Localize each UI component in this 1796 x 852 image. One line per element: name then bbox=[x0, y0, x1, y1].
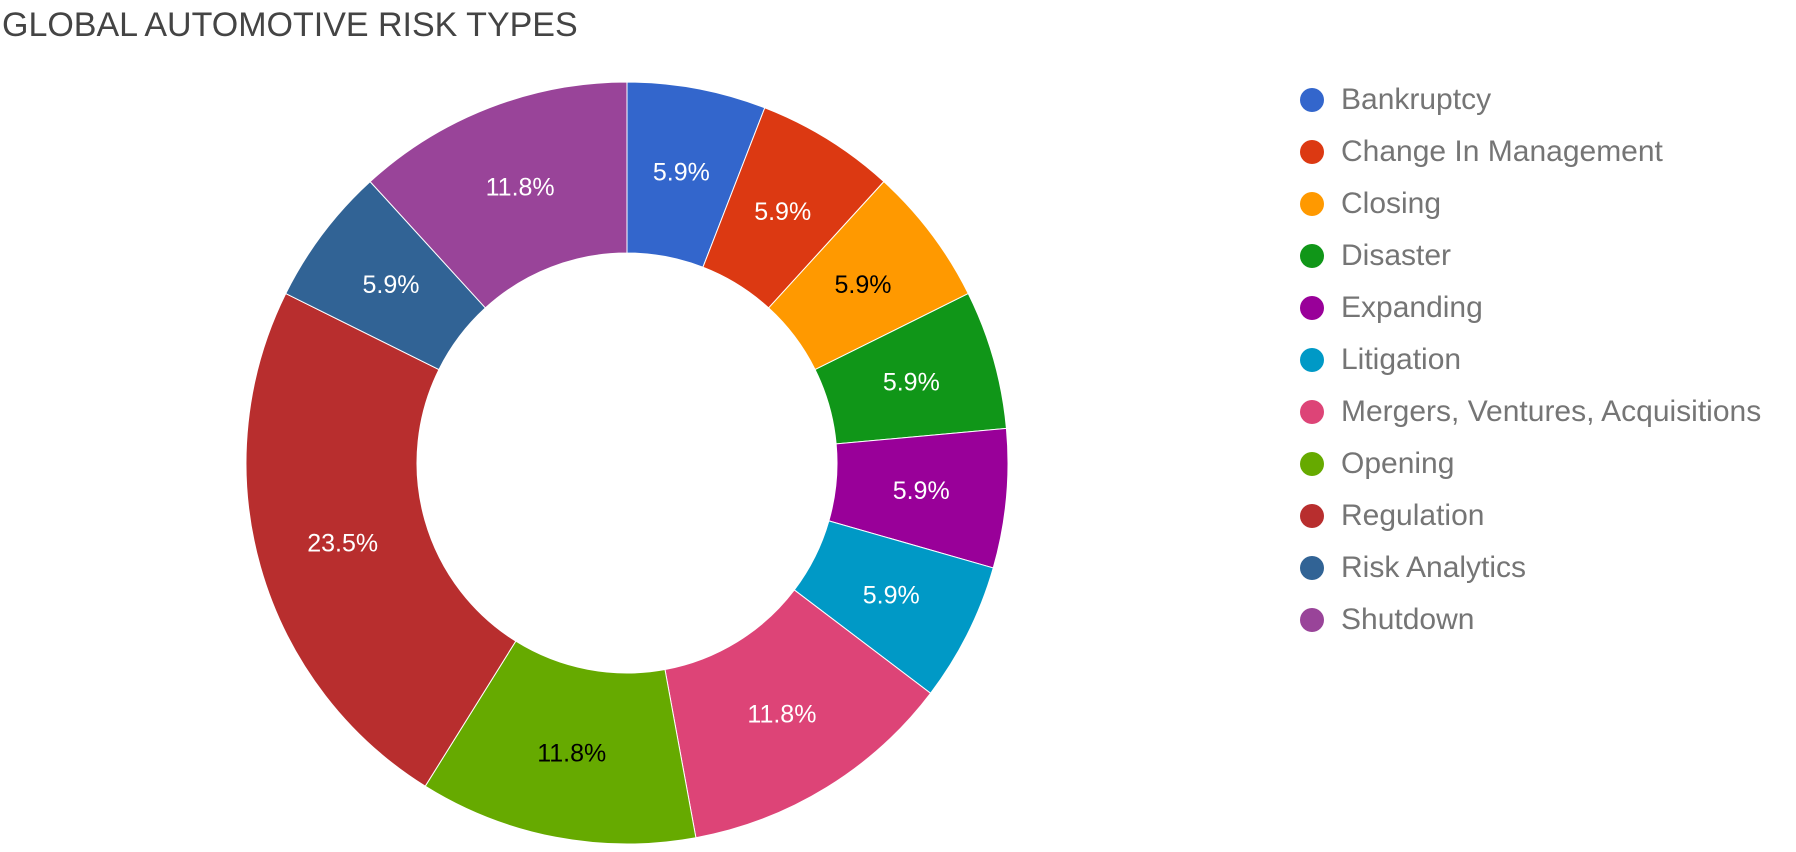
slice-mergers-ventures-acquisitions[interactable] bbox=[664, 589, 932, 839]
legend-swatch bbox=[1300, 88, 1324, 112]
legend-item-regulation[interactable]: Regulation bbox=[1300, 490, 1761, 542]
legend-item-litigation[interactable]: Litigation bbox=[1300, 334, 1761, 386]
slice-label-shutdown: 11.8% bbox=[486, 173, 555, 201]
slice-regulation[interactable] bbox=[245, 292, 517, 787]
legend-swatch bbox=[1300, 244, 1324, 268]
legend-item-shutdown[interactable]: Shutdown bbox=[1300, 594, 1761, 646]
slice-label-opening: 11.8% bbox=[537, 739, 606, 767]
legend-label: Litigation bbox=[1341, 343, 1462, 376]
slice-label-regulation: 23.5% bbox=[307, 530, 378, 558]
legend-swatch bbox=[1300, 140, 1324, 164]
legend-label: Shutdown bbox=[1341, 603, 1475, 636]
chart-legend: Bankruptcy Change In Management Closing Dis… bbox=[1300, 74, 1761, 646]
legend-item-bankruptcy[interactable]: Bankruptcy bbox=[1300, 74, 1761, 126]
slice-shutdown[interactable] bbox=[369, 81, 628, 309]
legend-swatch bbox=[1300, 296, 1324, 320]
legend-label: Mergers, Ventures, Acquisitions bbox=[1341, 395, 1762, 428]
slice-label-change-in-management: 5.9% bbox=[754, 198, 811, 226]
slice-label-risk-analytics: 5.9% bbox=[363, 271, 420, 299]
legend-item-disaster[interactable]: Disaster bbox=[1300, 230, 1761, 282]
slice-label-expanding: 5.9% bbox=[893, 477, 950, 505]
slice-label-mergers-ventures-acquisitions: 11.8% bbox=[747, 701, 816, 729]
legend-swatch bbox=[1300, 504, 1324, 528]
legend-swatch bbox=[1300, 452, 1324, 476]
slice-label-closing: 5.9% bbox=[834, 271, 891, 299]
slice-label-litigation: 5.9% bbox=[863, 581, 920, 609]
legend-item-closing[interactable]: Closing bbox=[1300, 178, 1761, 230]
chart-title: GLOBAL AUTOMOTIVE RISK TYPES bbox=[2, 6, 578, 44]
legend-swatch bbox=[1300, 400, 1324, 424]
legend-item-opening[interactable]: Opening bbox=[1300, 438, 1761, 490]
legend-label: Closing bbox=[1341, 187, 1442, 220]
legend-label: Disaster bbox=[1341, 239, 1452, 272]
legend-item-risk-analytics[interactable]: Risk Analytics bbox=[1300, 542, 1761, 594]
legend-item-change-in-management[interactable]: Change In Management bbox=[1300, 126, 1761, 178]
legend-swatch bbox=[1300, 348, 1324, 372]
legend-item-mergers-ventures-acquisitions[interactable]: Mergers, Ventures, Acquisitions bbox=[1300, 386, 1761, 438]
slice-label-disaster: 5.9% bbox=[883, 368, 940, 396]
legend-label: Expanding bbox=[1341, 291, 1483, 324]
slice-opening[interactable] bbox=[424, 640, 697, 845]
legend-swatch bbox=[1300, 608, 1324, 632]
legend-label: Bankruptcy bbox=[1341, 83, 1492, 116]
legend-label: Change In Management bbox=[1341, 135, 1663, 168]
donut-chart: 5.9% 5.9% 5.9% 5.9% 5.9% 5.9% 11.8% 11.8% 23.5% 5… bbox=[245, 81, 1009, 845]
slice-label-bankruptcy: 5.9% bbox=[653, 159, 710, 187]
legend-label: Regulation bbox=[1341, 499, 1485, 532]
legend-swatch bbox=[1300, 192, 1324, 216]
legend-item-expanding[interactable]: Expanding bbox=[1300, 282, 1761, 334]
legend-label: Opening bbox=[1341, 447, 1455, 480]
legend-swatch bbox=[1300, 556, 1324, 580]
legend-label: Risk Analytics bbox=[1341, 551, 1527, 584]
